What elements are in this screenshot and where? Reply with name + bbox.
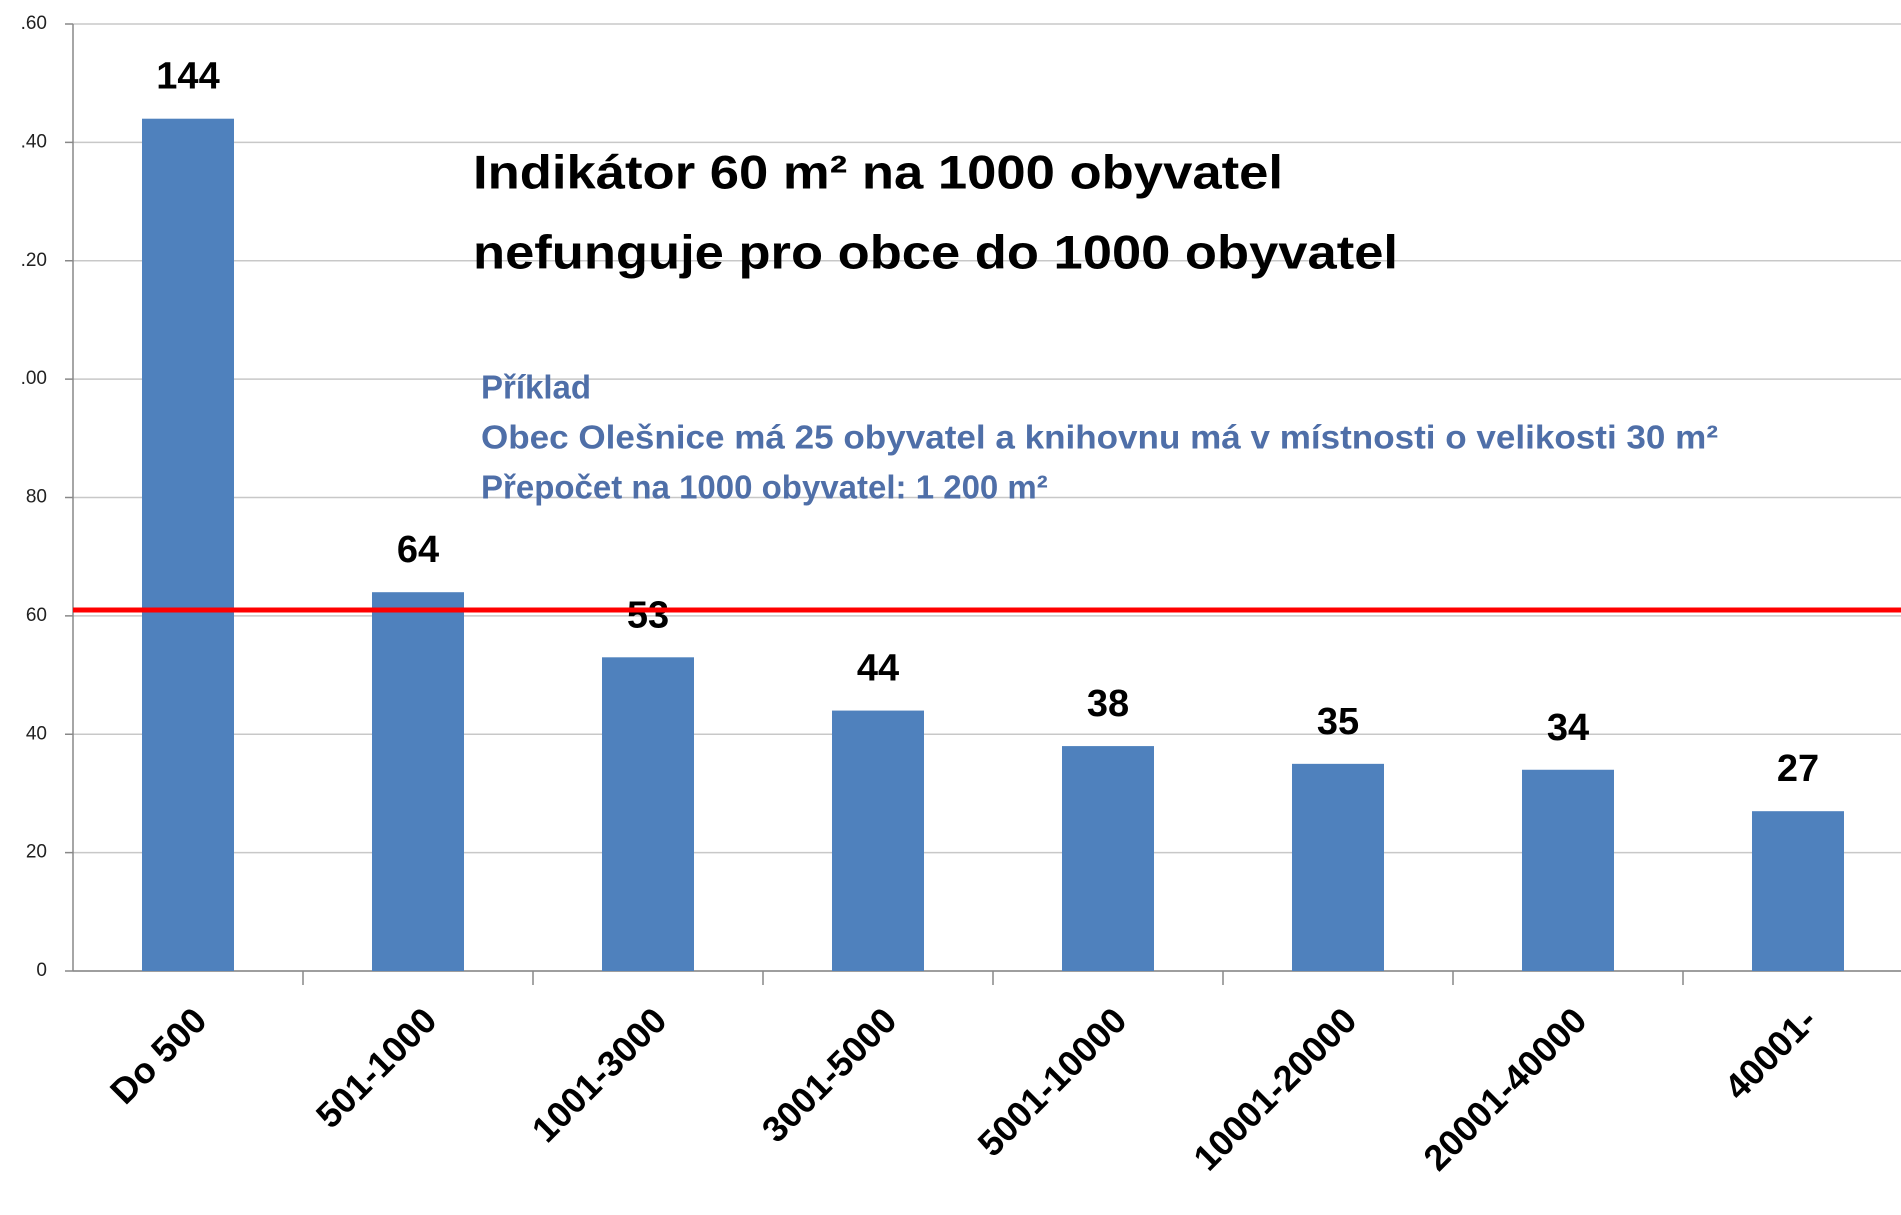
bar bbox=[1062, 746, 1154, 971]
bar bbox=[602, 657, 694, 971]
annotation-title: nefunguje pro obce do 1000 obyvatel bbox=[473, 225, 1398, 278]
annotation-example: Příklad bbox=[481, 369, 591, 406]
data-label: 144 bbox=[156, 56, 219, 98]
y-tick-label: .40 bbox=[21, 131, 47, 152]
bar bbox=[1522, 769, 1614, 971]
y-tick-label: 60 bbox=[26, 605, 47, 626]
x-tick-label: 40001- bbox=[1716, 999, 1824, 1107]
y-tick-label: 40 bbox=[26, 723, 47, 744]
y-tick-label: .00 bbox=[21, 368, 47, 389]
y-tick-label: .20 bbox=[21, 250, 47, 271]
bar bbox=[142, 118, 234, 971]
annotation-title: Indikátor 60 m² na 1000 obyvatel bbox=[473, 145, 1283, 198]
data-label: 64 bbox=[397, 529, 439, 571]
x-tick-label: Do 500 bbox=[102, 999, 214, 1111]
data-label: 27 bbox=[1777, 748, 1819, 790]
bar bbox=[372, 592, 464, 971]
data-label: 53 bbox=[627, 594, 669, 636]
annotation-example: Obec Olešnice má 25 obyvatel a knihovnu … bbox=[481, 419, 1718, 456]
x-tick-label: 501-1000 bbox=[308, 999, 445, 1136]
y-tick-label: 0 bbox=[36, 960, 47, 981]
bar bbox=[1752, 811, 1844, 971]
x-tick-label: 10001-20000 bbox=[1185, 999, 1364, 1178]
bar bbox=[832, 710, 924, 971]
y-tick-label: 20 bbox=[26, 842, 47, 863]
data-label: 35 bbox=[1317, 701, 1359, 743]
data-label: 38 bbox=[1087, 683, 1129, 725]
y-tick-label: 80 bbox=[26, 487, 47, 508]
data-label: 34 bbox=[1547, 707, 1589, 749]
x-tick-label: 3001-5000 bbox=[754, 999, 905, 1150]
x-tick-label: 5001-10000 bbox=[969, 999, 1134, 1164]
y-tick-label: .60 bbox=[21, 13, 47, 34]
x-tick-label: 1001-3000 bbox=[524, 999, 675, 1150]
data-label: 44 bbox=[857, 648, 899, 690]
x-tick-label: 20001-40000 bbox=[1415, 999, 1594, 1178]
bar bbox=[1292, 763, 1384, 971]
annotation-example: Přepočet na 1000 obyvatel: 1 200 m² bbox=[481, 469, 1048, 506]
